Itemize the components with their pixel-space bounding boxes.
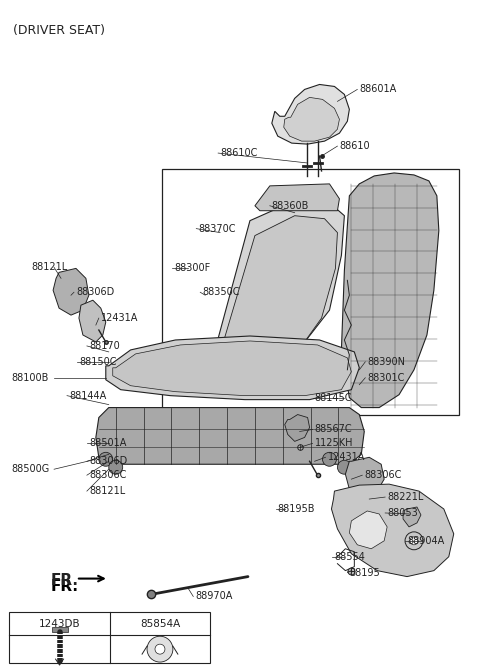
Text: 88501A: 88501A: [89, 438, 126, 448]
Text: 88150C: 88150C: [79, 357, 117, 367]
Text: 88301C: 88301C: [367, 373, 405, 382]
Polygon shape: [346, 458, 384, 497]
Text: 88100B: 88100B: [12, 373, 48, 382]
Text: 88121L: 88121L: [89, 486, 125, 496]
Polygon shape: [403, 507, 421, 527]
Text: 88300F: 88300F: [174, 264, 211, 273]
Text: 1243DB: 1243DB: [39, 619, 80, 629]
Circle shape: [337, 460, 351, 474]
Polygon shape: [53, 268, 89, 315]
Text: 88601A: 88601A: [360, 85, 396, 95]
Polygon shape: [341, 173, 439, 407]
Circle shape: [147, 636, 173, 662]
Text: 88306C: 88306C: [89, 470, 126, 480]
Circle shape: [405, 532, 423, 550]
Polygon shape: [332, 484, 454, 576]
Circle shape: [323, 452, 336, 466]
Text: 88904A: 88904A: [407, 536, 444, 546]
Text: 88195B: 88195B: [278, 504, 315, 514]
Text: FR.: FR.: [51, 579, 79, 594]
Polygon shape: [349, 511, 387, 549]
Text: 88170: 88170: [89, 341, 120, 351]
Text: 88195: 88195: [349, 568, 380, 578]
Polygon shape: [185, 201, 344, 395]
Text: 12431A: 12431A: [101, 313, 138, 323]
Text: 88221L: 88221L: [387, 492, 423, 502]
Text: 88360B: 88360B: [272, 201, 309, 211]
Polygon shape: [96, 407, 364, 464]
Text: 88610C: 88610C: [220, 148, 257, 158]
Polygon shape: [113, 341, 351, 396]
Text: 88554: 88554: [335, 552, 365, 562]
Text: 88500G: 88500G: [12, 464, 49, 474]
Polygon shape: [284, 97, 339, 141]
Circle shape: [155, 644, 165, 654]
Polygon shape: [106, 336, 360, 400]
Text: 88306C: 88306C: [364, 470, 402, 480]
Polygon shape: [79, 300, 106, 342]
Text: 88121L: 88121L: [31, 262, 68, 272]
Bar: [9, 613, 210, 663]
Circle shape: [99, 452, 113, 466]
Text: 88144A: 88144A: [69, 391, 106, 401]
Text: (DRIVER SEAT): (DRIVER SEAT): [13, 23, 105, 37]
Polygon shape: [285, 415, 310, 442]
Text: 1125KH: 1125KH: [314, 438, 353, 448]
Polygon shape: [272, 85, 349, 144]
Text: 88610: 88610: [339, 141, 370, 151]
Text: 88306D: 88306D: [76, 287, 114, 297]
Text: 88145C: 88145C: [314, 393, 352, 403]
Text: 88053: 88053: [387, 508, 418, 518]
Text: 88306D: 88306D: [89, 456, 127, 466]
Text: FR.: FR.: [51, 573, 79, 588]
Circle shape: [410, 537, 418, 545]
Text: 12431A: 12431A: [327, 452, 365, 462]
Text: 85854A: 85854A: [140, 619, 180, 629]
Text: 88390N: 88390N: [367, 357, 405, 367]
Text: 88350C: 88350C: [202, 287, 240, 297]
Circle shape: [109, 460, 123, 474]
Bar: [51, 627, 68, 632]
Text: 88970A: 88970A: [195, 591, 233, 601]
Polygon shape: [255, 184, 339, 211]
Polygon shape: [194, 215, 337, 390]
Text: 88567C: 88567C: [314, 425, 352, 434]
Text: 88370C: 88370C: [198, 223, 236, 234]
Bar: [162, 169, 459, 415]
